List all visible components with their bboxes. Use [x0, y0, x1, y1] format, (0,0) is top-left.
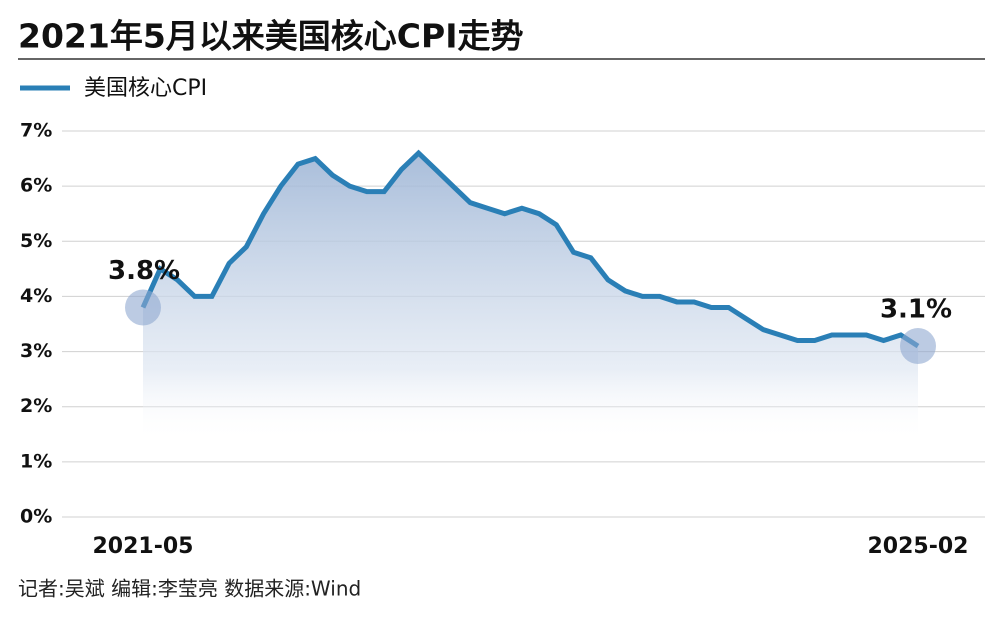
value-label: 3.8%	[108, 256, 180, 286]
y-tick-label: 2%	[20, 395, 52, 417]
y-tick-label: 5%	[20, 230, 52, 252]
y-tick-label: 7%	[20, 120, 52, 142]
y-tick-label: 6%	[20, 175, 52, 197]
area	[143, 153, 918, 443]
line	[140, 149, 920, 349]
y-tick-label: 4%	[20, 285, 52, 307]
footer-note: 记者:吴斌 编辑:李莹亮 数据来源:Wind	[18, 577, 361, 601]
legend-label: 美国核心CPI	[84, 76, 207, 101]
x-tick-label: 2021-05	[93, 534, 194, 559]
y-tick-label: 0%	[20, 506, 52, 528]
value-label: 3.1%	[880, 295, 952, 325]
y-tick-label: 3%	[20, 340, 52, 362]
y-tick-label: 1%	[20, 450, 52, 472]
highlight-dot	[900, 328, 936, 365]
highlight-dot	[125, 289, 161, 326]
chart-title: 2021年5月以来美国核心CPI走势	[18, 17, 524, 56]
x-tick-label: 2025-02	[868, 534, 969, 559]
